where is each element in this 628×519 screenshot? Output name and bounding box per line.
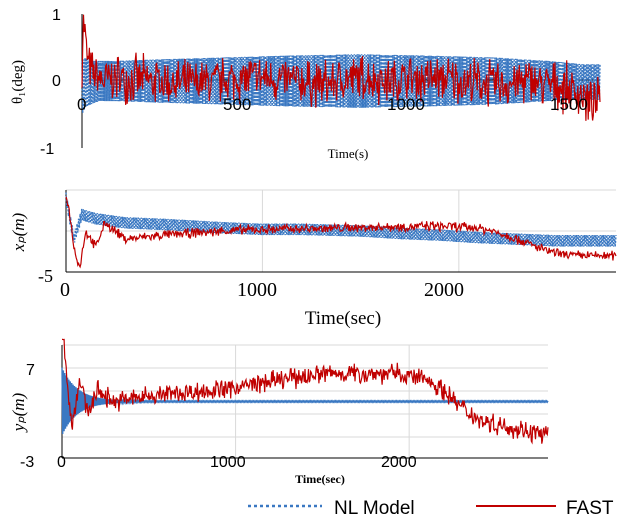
xp-xlabel: Time(sec) [305, 308, 381, 329]
theta-series [81, 14, 601, 121]
theta-xlabel: Time(s) [328, 146, 369, 161]
yp-series-nl-model [61, 367, 549, 435]
xp-series-fast [65, 196, 617, 269]
xp-xtick-1000: 1000 [237, 279, 277, 301]
theta-xtick-1000: 1000 [387, 95, 425, 114]
theta-ylabel: θ₁(deg) [10, 60, 26, 104]
theta-xtick-500: 500 [223, 95, 251, 114]
theta-ytick-1: 1 [52, 7, 61, 24]
xp-xtick-2000: 2000 [424, 279, 464, 301]
xp-xtick-0: 0 [60, 279, 70, 301]
yp-series-fast [62, 338, 549, 445]
xp-ytick-neg5: -5 [38, 266, 53, 286]
legend-nl-label: NL Model [334, 498, 415, 519]
xp-panel: -5 0 1000 2000 Time(sec) xₚ(m) [9, 189, 617, 329]
yp-series [61, 338, 549, 445]
theta-ytick-neg1: -1 [40, 141, 54, 158]
theta-ytick-0: 0 [52, 73, 61, 90]
theta-panel: 1 0 -1 0 500 1000 1500 Time(s) θ₁(deg) [10, 7, 601, 161]
xp-series [65, 192, 617, 269]
yp-xtick-1000: 1000 [210, 454, 246, 471]
legend: NL Model FAST [248, 498, 614, 519]
theta-xtick-1500: 1500 [550, 95, 588, 114]
yp-ylabel: yₚ(m) [9, 392, 28, 433]
xp-ylabel: xₚ(m) [9, 212, 28, 252]
yp-panel: 7 -3 0 1000 2000 Time(sec) yₚ(m) [9, 338, 549, 486]
legend-fast-label: FAST [566, 498, 614, 519]
yp-xtick-0: 0 [57, 454, 66, 471]
xp-series-nl-model [65, 192, 617, 247]
yp-xtick-2000: 2000 [381, 454, 417, 471]
yp-ytick-neg3: -3 [20, 454, 34, 471]
theta-xtick-0: 0 [77, 95, 86, 114]
yp-ytick-7: 7 [26, 362, 35, 379]
theta-series-fast [81, 14, 601, 121]
yp-xlabel: Time(sec) [295, 472, 345, 486]
